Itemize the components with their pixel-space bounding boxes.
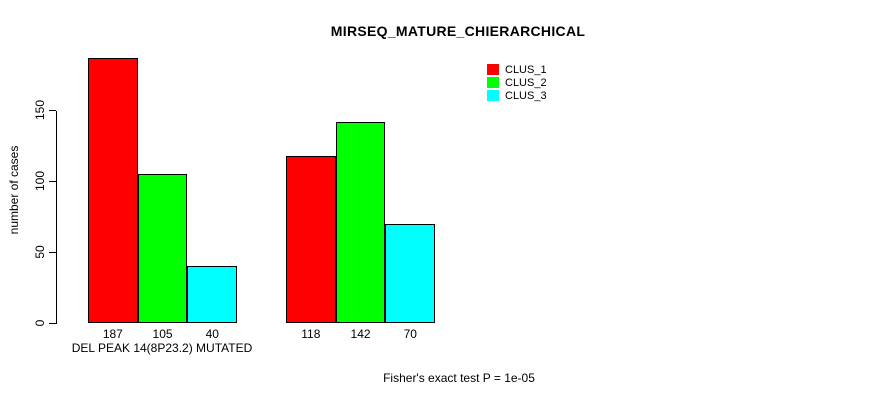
bar-value-label: 118 (301, 327, 321, 341)
y-tick-label: 150 (33, 100, 47, 121)
pvalue-annotation: Fisher's exact test P = 1e-05 (383, 371, 535, 385)
chart-title: MIRSEQ_MATURE_CHIERARCHICAL (330, 23, 586, 39)
legend-swatch-icon (487, 90, 499, 101)
legend-label: CLUS_3 (505, 89, 547, 102)
y-axis-label: number of cases (7, 145, 21, 235)
bar-value-label: 142 (350, 327, 371, 341)
legend: CLUS_1 CLUS_2 CLUS_3 (487, 63, 547, 102)
legend-label: CLUS_1 (505, 63, 547, 76)
bar-clus_2-group1 (137, 174, 188, 323)
bar-value-label: 40 (205, 327, 219, 341)
y-tick-mark (49, 109, 56, 111)
y-tick-mark (49, 322, 56, 324)
legend-label: CLUS_2 (505, 76, 547, 89)
bar-clus_2-group2 (335, 121, 386, 323)
legend-row: CLUS_1 (487, 63, 547, 76)
y-axis-line (56, 111, 57, 324)
y-tick-label: 50 (33, 245, 47, 259)
bar-clus_1-group1 (88, 58, 138, 323)
y-tick-label: 100 (33, 171, 47, 192)
bar-clus_3-group1 (187, 266, 238, 323)
y-tick-mark (49, 251, 56, 253)
y-tick-mark (49, 180, 56, 182)
bar-clus_3-group2 (385, 223, 436, 323)
legend-row: CLUS_2 (487, 76, 547, 89)
y-tick-label: 0 (33, 319, 47, 327)
bar-clus_1-group2 (286, 155, 336, 323)
legend-row: CLUS_3 (487, 89, 547, 102)
legend-swatch-icon (487, 77, 499, 88)
bar-value-label: 105 (152, 327, 173, 341)
x-axis-group-label: DEL PEAK 14(8P23.2) MUTATED (71, 341, 253, 355)
bar-value-label: 70 (403, 327, 417, 341)
bar-value-label: 187 (102, 327, 123, 341)
legend-swatch-icon (487, 64, 499, 75)
